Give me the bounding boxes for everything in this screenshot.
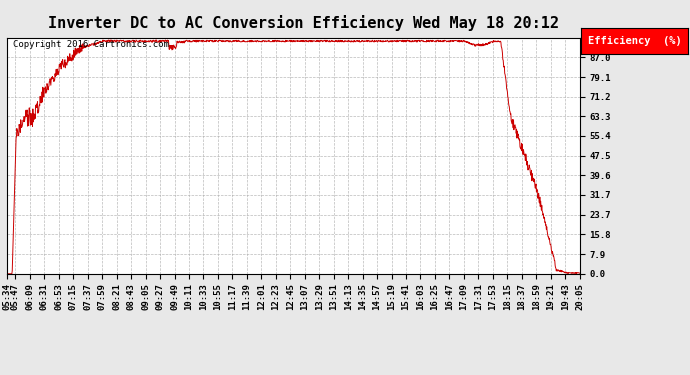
Text: Inverter DC to AC Conversion Efficiency Wed May 18 20:12: Inverter DC to AC Conversion Efficiency …: [48, 15, 559, 31]
Text: Copyright 2016 Cartronics.com: Copyright 2016 Cartronics.com: [12, 40, 168, 49]
Text: Efficiency  (%): Efficiency (%): [588, 36, 681, 46]
